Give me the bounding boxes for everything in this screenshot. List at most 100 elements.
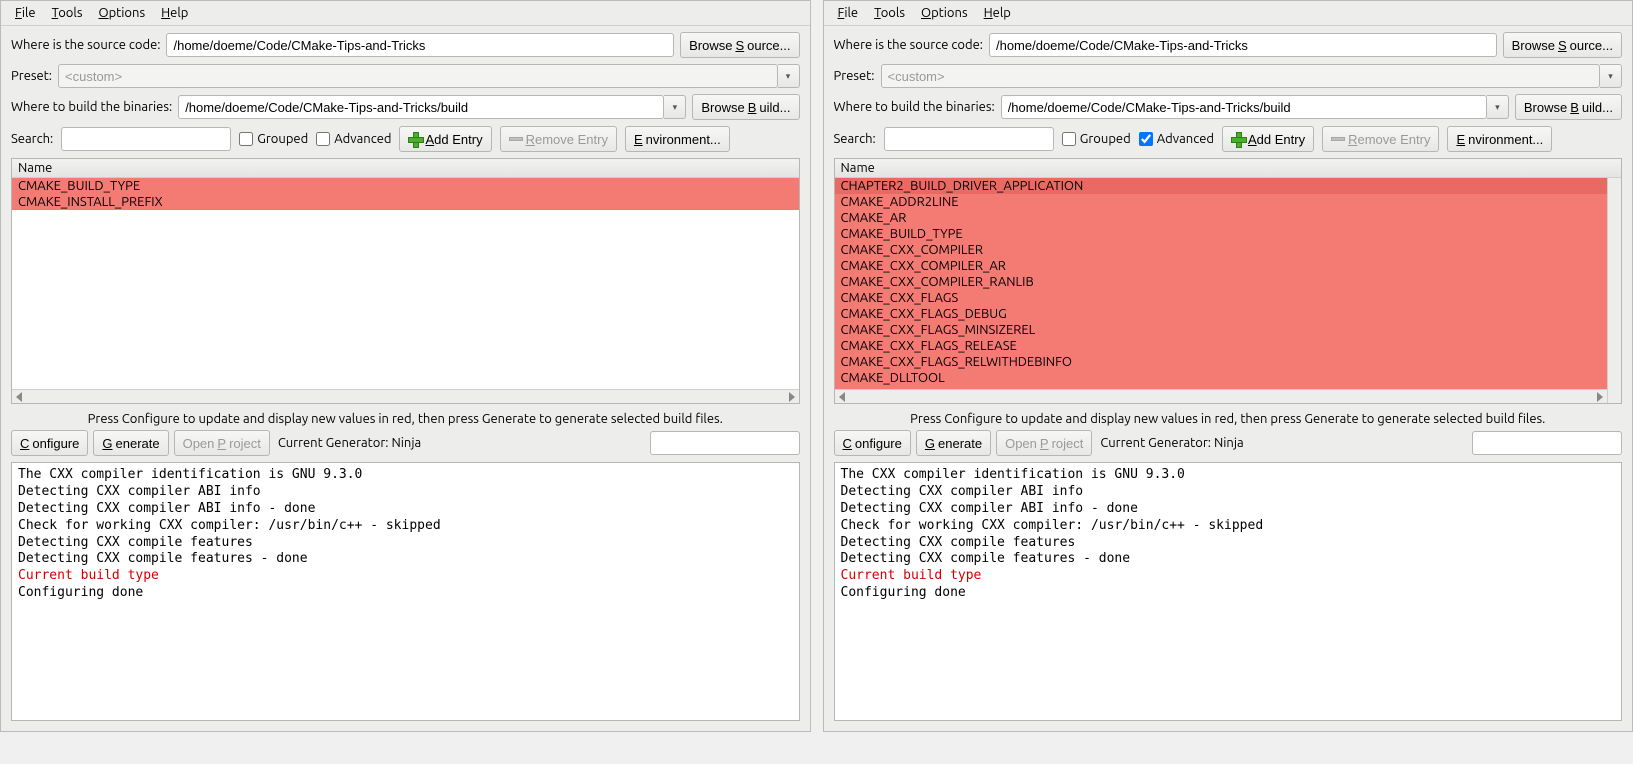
output-line: Check for working CXX compiler: /usr/bin… bbox=[18, 518, 793, 535]
source-input[interactable] bbox=[989, 33, 1497, 57]
output-line: Configuring done bbox=[841, 585, 1616, 602]
cache-name-column-header[interactable]: Name bbox=[835, 159, 1622, 178]
build-dropdown-icon[interactable]: ▾ bbox=[664, 95, 686, 119]
menu-help[interactable]: Help bbox=[153, 4, 196, 22]
hint-text: Press Configure to update and display ne… bbox=[824, 408, 1633, 430]
cache-item[interactable]: CMAKE_CXX_FLAGS_RELEASE bbox=[835, 338, 1608, 354]
generate-button[interactable]: Generate bbox=[93, 430, 168, 456]
hint-text: Press Configure to update and display ne… bbox=[1, 408, 810, 430]
open-project-button: Open Project bbox=[174, 430, 270, 456]
cmake-gui-window-right: File Tools Options Help Where is the sou… bbox=[823, 0, 1633, 732]
cache-item[interactable]: CMAKE_INSTALL_PREFIX bbox=[12, 194, 799, 210]
output-line: Detecting CXX compiler ABI info - done bbox=[18, 501, 793, 518]
output-line: The CXX compiler identification is GNU 9… bbox=[841, 467, 1616, 484]
add-entry-button[interactable]: Add Entry bbox=[399, 126, 491, 152]
output-line: The CXX compiler identification is GNU 9… bbox=[18, 467, 793, 484]
cache-item[interactable]: CMAKE_CXX_COMPILER_RANLIB bbox=[835, 274, 1608, 290]
search-label: Search: bbox=[834, 132, 876, 146]
output-line: Detecting CXX compile features - done bbox=[841, 551, 1616, 568]
cache-item[interactable]: CMAKE_CXX_FLAGS_RELWITHDEBINFO bbox=[835, 354, 1608, 370]
remove-entry-button: Remove Entry bbox=[500, 126, 617, 152]
generator-extra-field[interactable] bbox=[1472, 431, 1622, 455]
open-project-button: Open Project bbox=[996, 430, 1092, 456]
cache-item[interactable]: CMAKE_CXX_FLAGS_DEBUG bbox=[835, 306, 1608, 322]
output-line: Detecting CXX compile features bbox=[18, 535, 793, 552]
preset-dropdown-icon[interactable]: ▾ bbox=[778, 64, 800, 88]
grouped-checkbox[interactable]: Grouped bbox=[239, 132, 308, 146]
cache-item[interactable]: CMAKE_BUILD_TYPE bbox=[12, 178, 799, 194]
configure-button[interactable]: Configure bbox=[834, 430, 911, 456]
generate-button[interactable]: Generate bbox=[916, 430, 991, 456]
preset-input[interactable] bbox=[58, 64, 777, 88]
search-input[interactable] bbox=[884, 127, 1054, 151]
source-label: Where is the source code: bbox=[11, 38, 160, 52]
advanced-checkbox[interactable]: Advanced bbox=[316, 132, 391, 146]
menu-tools[interactable]: Tools bbox=[866, 4, 913, 22]
output-log[interactable]: The CXX compiler identification is GNU 9… bbox=[11, 462, 800, 721]
output-log[interactable]: The CXX compiler identification is GNU 9… bbox=[834, 462, 1623, 721]
output-line: Detecting CXX compile features - done bbox=[18, 551, 793, 568]
cache-name-column-header[interactable]: Name bbox=[12, 159, 799, 178]
cache-item[interactable]: CMAKE_CXX_COMPILER bbox=[835, 242, 1608, 258]
cache-item[interactable]: CMAKE_CXX_FLAGS_MINSIZEREL bbox=[835, 322, 1608, 338]
browse-source-button[interactable]: Browse Source... bbox=[680, 32, 799, 58]
menu-tools[interactable]: Tools bbox=[44, 4, 91, 22]
cache-item[interactable]: CMAKE_CXX_COMPILER_AR bbox=[835, 258, 1608, 274]
cache-item[interactable]: CMAKE_DLLTOOL bbox=[835, 370, 1608, 386]
menu-file[interactable]: File bbox=[7, 4, 44, 22]
plus-icon bbox=[1231, 132, 1245, 146]
cache-list[interactable]: CMAKE_BUILD_TYPECMAKE_INSTALL_PREFIX bbox=[12, 178, 799, 389]
browse-build-button[interactable]: Browse Build... bbox=[692, 94, 799, 120]
horizontal-scrollbar[interactable] bbox=[835, 389, 1608, 403]
cache-item[interactable]: CHAPTER2_BUILD_DRIVER_APPLICATION bbox=[835, 178, 1608, 194]
configure-button[interactable]: Configure bbox=[11, 430, 88, 456]
generator-extra-field[interactable] bbox=[650, 431, 800, 455]
advanced-checkbox[interactable]: Advanced bbox=[1139, 132, 1214, 146]
menu-options[interactable]: Options bbox=[90, 4, 153, 22]
cache-list[interactable]: CHAPTER2_BUILD_DRIVER_APPLICATIONCMAKE_A… bbox=[835, 178, 1608, 389]
output-line: Detecting CXX compiler ABI info bbox=[18, 484, 793, 501]
output-line: Detecting CXX compile features bbox=[841, 535, 1616, 552]
output-line: Detecting CXX compiler ABI info bbox=[841, 484, 1616, 501]
current-generator-label: Current Generator: Ninja bbox=[1100, 436, 1243, 450]
output-line: Check for working CXX compiler: /usr/bin… bbox=[841, 518, 1616, 535]
search-input[interactable] bbox=[61, 127, 231, 151]
output-line: Current build type bbox=[18, 568, 793, 585]
minus-icon bbox=[1331, 137, 1345, 141]
environment-button[interactable]: Environment... bbox=[625, 126, 730, 152]
preset-label: Preset: bbox=[834, 69, 875, 83]
vertical-scrollbar[interactable] bbox=[1607, 178, 1621, 403]
add-entry-button[interactable]: Add Entry bbox=[1222, 126, 1314, 152]
environment-button[interactable]: Environment... bbox=[1447, 126, 1552, 152]
cache-variables-panel: Name CMAKE_BUILD_TYPECMAKE_INSTALL_PREFI… bbox=[11, 158, 800, 404]
preset-label: Preset: bbox=[11, 69, 52, 83]
build-label: Where to build the binaries: bbox=[11, 100, 172, 114]
cache-item[interactable]: CMAKE_BUILD_TYPE bbox=[835, 226, 1608, 242]
build-input[interactable] bbox=[178, 95, 664, 119]
preset-dropdown-icon[interactable]: ▾ bbox=[1600, 64, 1622, 88]
menu-help[interactable]: Help bbox=[976, 4, 1019, 22]
build-input[interactable] bbox=[1001, 95, 1487, 119]
build-label: Where to build the binaries: bbox=[834, 100, 995, 114]
output-line: Current build type bbox=[841, 568, 1616, 585]
cache-item[interactable]: CMAKE_AR bbox=[835, 210, 1608, 226]
preset-input[interactable] bbox=[881, 64, 1600, 88]
cache-variables-panel: Name CHAPTER2_BUILD_DRIVER_APPLICATIONCM… bbox=[834, 158, 1623, 404]
cmake-gui-window-left: File Tools Options Help Where is the sou… bbox=[0, 0, 811, 732]
browse-source-button[interactable]: Browse Source... bbox=[1503, 32, 1622, 58]
build-dropdown-icon[interactable]: ▾ bbox=[1487, 95, 1509, 119]
remove-entry-button: Remove Entry bbox=[1322, 126, 1439, 152]
menubar: File Tools Options Help bbox=[824, 1, 1633, 26]
menubar: File Tools Options Help bbox=[1, 1, 810, 26]
horizontal-scrollbar[interactable] bbox=[12, 389, 799, 403]
menu-file[interactable]: File bbox=[830, 4, 867, 22]
grouped-checkbox[interactable]: Grouped bbox=[1062, 132, 1131, 146]
plus-icon bbox=[408, 132, 422, 146]
cache-item[interactable]: CMAKE_ADDR2LINE bbox=[835, 194, 1608, 210]
source-input[interactable] bbox=[166, 33, 674, 57]
menu-options[interactable]: Options bbox=[913, 4, 976, 22]
search-label: Search: bbox=[11, 132, 53, 146]
cache-item[interactable]: CMAKE_CXX_FLAGS bbox=[835, 290, 1608, 306]
browse-build-button[interactable]: Browse Build... bbox=[1515, 94, 1622, 120]
output-line: Detecting CXX compiler ABI info - done bbox=[841, 501, 1616, 518]
